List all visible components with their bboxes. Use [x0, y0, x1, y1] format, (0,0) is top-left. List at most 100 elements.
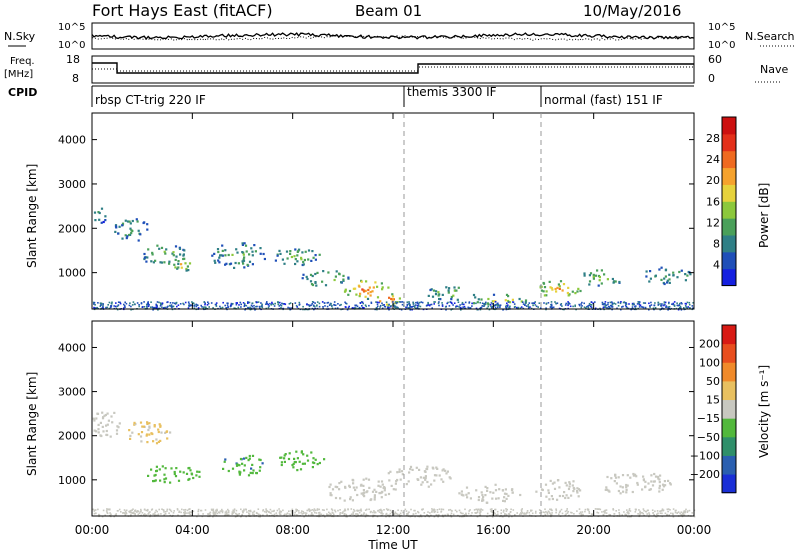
- heatmap-cell: [241, 260, 244, 263]
- x-tick-label: 04:00: [175, 523, 210, 537]
- heatmap-cell: [117, 510, 119, 512]
- heatmap-cell: [667, 510, 669, 513]
- heatmap-cell: [296, 457, 299, 460]
- x-tick-label: 00:00: [677, 523, 712, 537]
- heatmap-cell: [236, 251, 239, 254]
- heatmap-cell: [634, 473, 637, 476]
- heatmap-cell: [480, 508, 482, 510]
- heatmap-cell: [283, 303, 285, 305]
- heatmap-cell: [668, 278, 671, 281]
- heatmap-cell: [363, 495, 366, 498]
- heatmap-cell: [178, 510, 181, 513]
- heatmap-cell: [654, 306, 657, 309]
- heatmap-cell: [493, 511, 496, 514]
- heatmap-cell: [388, 303, 390, 306]
- heatmap-cell: [415, 304, 417, 306]
- heatmap-cell: [163, 250, 166, 253]
- heatmap-cell: [169, 509, 172, 511]
- heatmap-cell: [238, 513, 240, 515]
- heatmap-cell: [692, 302, 694, 304]
- colorbar-segment: [722, 133, 736, 152]
- heatmap-cell: [483, 304, 486, 307]
- heatmap-cell: [220, 254, 223, 257]
- heatmap-cell: [616, 307, 618, 310]
- heatmap-cell: [169, 305, 172, 307]
- heatmap-cell: [508, 513, 510, 515]
- heatmap-cell: [639, 513, 642, 515]
- heatmap-cell: [227, 508, 229, 511]
- heatmap-cell: [495, 514, 498, 516]
- heatmap-cell: [365, 280, 368, 283]
- heatmap-cell: [497, 302, 499, 305]
- heatmap-cell: [550, 508, 552, 511]
- heatmap-cell: [308, 509, 310, 512]
- heatmap-cell: [405, 510, 408, 512]
- heatmap-cell: [579, 511, 582, 513]
- heatmap-cell: [100, 221, 103, 224]
- heatmap-cell: [344, 301, 346, 304]
- heatmap-cell: [265, 302, 268, 304]
- heatmap-cell: [150, 509, 153, 511]
- heatmap-cell: [465, 512, 467, 515]
- heatmap-cell: [652, 480, 655, 483]
- heatmap-cell: [591, 306, 593, 309]
- heatmap-cell: [221, 249, 224, 252]
- date-label: 10/May/2016: [583, 2, 681, 20]
- heatmap-cell: [448, 305, 451, 307]
- heatmap-cell: [604, 511, 606, 513]
- heatmap-cell: [189, 469, 192, 472]
- heatmap-cell: [169, 302, 172, 304]
- heatmap-cell: [316, 304, 318, 306]
- station-title: Fort Hays East (fitACF): [92, 1, 273, 20]
- heatmap-cell: [387, 286, 390, 289]
- heatmap-cell: [476, 308, 479, 311]
- heatmap-cell: [243, 305, 246, 308]
- heatmap-cell: [307, 304, 310, 306]
- heatmap-cell: [680, 269, 683, 272]
- heatmap-cell: [381, 286, 384, 289]
- heatmap-cell: [364, 295, 367, 298]
- heatmap-cell: [477, 498, 480, 502]
- heatmap-cell: [653, 514, 655, 516]
- heatmap-cell: [420, 483, 423, 486]
- heatmap-cell: [648, 308, 650, 311]
- heatmap-cell: [506, 305, 509, 308]
- heatmap-cell: [331, 304, 333, 307]
- heatmap-cell: [681, 302, 683, 305]
- colorbar-tick-label: 20: [706, 174, 720, 187]
- heatmap-cell: [424, 476, 427, 480]
- heatmap-cell: [192, 510, 195, 513]
- heatmap-cell: [152, 440, 155, 443]
- heatmap-cell: [514, 514, 516, 516]
- heatmap-cell: [350, 508, 353, 510]
- heatmap-cell: [458, 306, 461, 308]
- heatmap-cell: [531, 512, 534, 515]
- heatmap-cell: [395, 307, 397, 309]
- colorbar-segment: [722, 234, 736, 253]
- heatmap-cell: [363, 512, 365, 514]
- heatmap-cell: [614, 476, 618, 479]
- heatmap-cell: [551, 288, 554, 291]
- heatmap-cell: [597, 512, 600, 514]
- heatmap-cell: [385, 301, 388, 303]
- heatmap-cell: [347, 508, 349, 511]
- heatmap-cell: [504, 513, 506, 515]
- heatmap-cell: [587, 306, 590, 309]
- heatmap-cell: [442, 480, 445, 483]
- cpid-bar: CPID rbsp CT-trig 220 IF themis 3300 IF …: [8, 85, 694, 107]
- heatmap-cell: [644, 480, 647, 483]
- heatmap-cell: [316, 271, 319, 274]
- heatmap-cell: [543, 302, 545, 304]
- heatmap-cell: [625, 488, 628, 491]
- heatmap-cell: [425, 305, 428, 307]
- heatmap-cell: [120, 511, 122, 513]
- heatmap-cell: [111, 301, 113, 304]
- heatmap-cell: [663, 304, 665, 307]
- heatmap-cell: [212, 307, 214, 309]
- heatmap-cell: [657, 303, 660, 306]
- heatmap-cell: [148, 303, 150, 306]
- heatmap-cell: [128, 429, 131, 432]
- heatmap-cell: [175, 467, 178, 470]
- heatmap-cell: [276, 514, 278, 517]
- heatmap-cell: [570, 511, 572, 514]
